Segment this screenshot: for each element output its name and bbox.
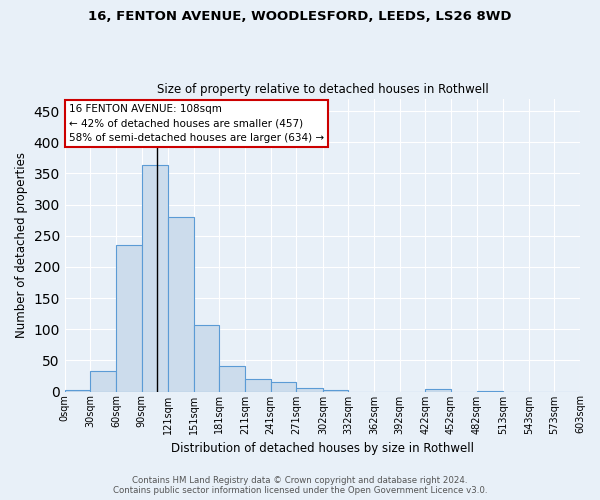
Bar (220, 366, 245, 392)
Bar (271, 382, 296, 392)
Y-axis label: Number of detached properties: Number of detached properties (15, 152, 28, 338)
Text: 16 FENTON AVENUE: 108sqm
← 42% of detached houses are smaller (457)
58% of semi-: 16 FENTON AVENUE: 108sqm ← 42% of detach… (69, 104, 324, 144)
Bar (168, 217, 194, 392)
Bar (425, 389, 451, 392)
Text: Contains HM Land Registry data © Crown copyright and database right 2024.
Contai: Contains HM Land Registry data © Crown c… (113, 476, 487, 495)
Bar (116, 245, 142, 392)
Bar (296, 388, 323, 392)
X-axis label: Distribution of detached houses by size in Rothwell: Distribution of detached houses by size … (171, 442, 474, 455)
Bar (65, 390, 91, 392)
Title: Size of property relative to detached houses in Rothwell: Size of property relative to detached ho… (157, 83, 488, 96)
Bar (142, 166, 168, 392)
Bar (91, 371, 116, 392)
Bar (323, 390, 349, 392)
Bar (245, 379, 271, 392)
Bar (194, 326, 220, 392)
Text: 16, FENTON AVENUE, WOODLESFORD, LEEDS, LS26 8WD: 16, FENTON AVENUE, WOODLESFORD, LEEDS, L… (88, 10, 512, 23)
Bar (476, 391, 503, 392)
